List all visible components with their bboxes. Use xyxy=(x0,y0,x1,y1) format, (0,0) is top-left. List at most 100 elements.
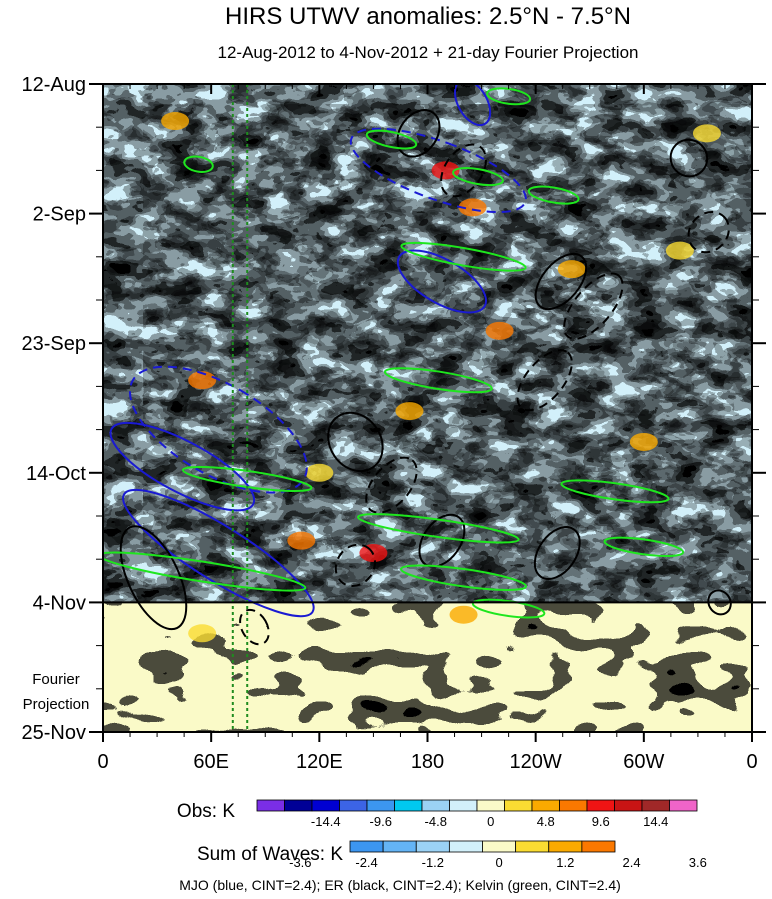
kelvin-contour xyxy=(486,87,532,106)
er-contour xyxy=(334,543,376,588)
x-tick-label: 180 xyxy=(411,751,444,773)
kelvin-contour xyxy=(400,564,528,591)
warm-spot xyxy=(665,241,694,260)
legend-tick-label: 14.4 xyxy=(643,814,668,829)
chart-title: HIRS UTWV anomalies: 2.5°N - 7.5°N xyxy=(225,3,631,30)
proj-blue-layer xyxy=(103,603,752,732)
kelvin-contour xyxy=(183,155,214,173)
y-tick-label: 12-Aug xyxy=(22,74,87,96)
warm-spot xyxy=(188,371,217,390)
warm-spot xyxy=(395,402,424,421)
er-contour xyxy=(396,109,441,158)
legend-color-box xyxy=(614,799,643,812)
legend-tick-label: 3.6 xyxy=(689,855,707,870)
warm-anomaly-spots xyxy=(161,112,721,643)
warm-spot xyxy=(161,112,190,131)
x-tick-label: 120E xyxy=(296,751,343,773)
legend-tick-label: 1.2 xyxy=(556,855,574,870)
warm-spot xyxy=(458,198,487,217)
legend-color-box xyxy=(669,799,698,812)
legend-tick-label: 9.6 xyxy=(592,814,610,829)
legend-color-box xyxy=(482,840,517,853)
warm-spot xyxy=(629,432,658,451)
kelvin-contour xyxy=(383,367,493,394)
warm-spot xyxy=(287,531,316,550)
kelvin-contour xyxy=(103,551,307,592)
legend-color-box xyxy=(311,799,340,812)
kelvin-contour xyxy=(400,241,527,272)
waves-legend-label: Sum of Waves: K xyxy=(197,844,343,865)
legend-color-box xyxy=(382,840,417,853)
legend-color-box xyxy=(284,799,313,812)
x-tick-label: 120W xyxy=(510,751,562,773)
er-contour xyxy=(327,411,384,473)
y-tick-label: 4-Nov xyxy=(33,592,86,614)
x-tick-label: 60E xyxy=(193,751,229,773)
heatmap-field xyxy=(103,84,752,732)
legend-color-box xyxy=(641,799,670,812)
waves-legend: Sum of Waves: K -3.6 -2.4 -1.2 0 1.2 2.4 3.6 xyxy=(197,840,707,870)
legend-tick-label: -9.6 xyxy=(370,814,392,829)
y-tick-label: 25-Nov xyxy=(22,722,86,744)
legend-color-box xyxy=(394,799,423,812)
er-contour xyxy=(687,210,730,254)
legend-color-box xyxy=(581,840,616,853)
legend-color-box xyxy=(559,799,588,812)
mjo-contour xyxy=(454,84,492,127)
kelvin-contour xyxy=(603,536,685,558)
legend-color-box xyxy=(586,799,615,812)
footer-caption: MJO (blue, CINT=2.4); ER (black, CINT=2.… xyxy=(179,877,621,893)
mjo-contour xyxy=(128,365,308,494)
chart-subtitle: 12-Aug-2012 to 4-Nov-2012 + 21-day Fouri… xyxy=(218,43,639,62)
legend-tick-label: -14.4 xyxy=(311,814,341,829)
y-tick-label: 2-Sep xyxy=(33,204,86,226)
warm-spot xyxy=(692,124,721,143)
projection-label-line2: Projection xyxy=(23,696,90,713)
kelvin-contour xyxy=(452,167,504,187)
projection-label-line1: Fourier xyxy=(32,671,80,688)
legend-tick-label: -4.8 xyxy=(425,814,447,829)
er-contour xyxy=(365,456,418,514)
kelvin-contour xyxy=(471,598,546,619)
warm-spot xyxy=(485,321,514,340)
legend-color-box xyxy=(449,799,478,812)
kelvin-contour xyxy=(181,465,313,493)
y-tick-label: 14-Oct xyxy=(26,463,86,485)
legend-tick-label: 0 xyxy=(495,855,502,870)
legend-color-box xyxy=(256,799,285,812)
x-tick-label: 60W xyxy=(623,751,664,773)
legend-color-box xyxy=(548,840,583,853)
er-contour xyxy=(418,513,466,568)
legend-tick-label: 0 xyxy=(487,814,494,829)
er-contour xyxy=(707,589,732,616)
warm-spot xyxy=(431,161,460,180)
er-contour xyxy=(669,138,709,178)
x-tick-label: 0 xyxy=(97,751,108,773)
legend-color-box xyxy=(476,799,505,812)
legend-tick-label: 4.8 xyxy=(537,814,555,829)
er-contour xyxy=(239,608,270,646)
legend-tick-label: -2.4 xyxy=(355,855,377,870)
legend-color-box xyxy=(415,840,450,853)
y-tick-label: 23-Sep xyxy=(22,333,87,355)
legend-color-box xyxy=(531,799,560,812)
legend-color-box xyxy=(515,840,550,853)
legend-color-box xyxy=(349,840,384,853)
er-contour xyxy=(534,252,588,311)
kelvin-contour xyxy=(365,129,418,150)
mjo-contour xyxy=(349,127,527,214)
legend-color-box xyxy=(366,799,395,812)
warm-spot xyxy=(557,260,586,279)
legend-color-box xyxy=(339,799,368,812)
er-contour xyxy=(119,525,188,631)
obs-warm-layer xyxy=(143,104,752,623)
warm-spot xyxy=(449,605,478,624)
x-tick-label: 0 xyxy=(746,751,757,773)
obs-legend-label: Obs: K xyxy=(177,801,235,822)
er-contour xyxy=(533,526,581,580)
warm-spot xyxy=(305,463,334,482)
legend-color-box xyxy=(504,799,533,812)
obs-legend: Obs: K -14.4 -9.6 -4.8 0 4.8 9.6 14.4 xyxy=(177,799,698,829)
legend-tick-label: -3.6 xyxy=(289,855,311,870)
kelvin-contour xyxy=(356,513,520,544)
